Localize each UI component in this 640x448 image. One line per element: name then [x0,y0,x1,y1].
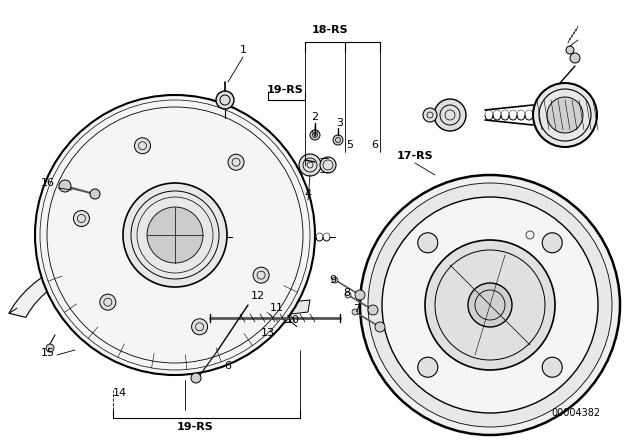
Text: 9: 9 [330,275,337,285]
Circle shape [90,189,100,199]
Circle shape [134,138,150,154]
Circle shape [418,357,438,377]
Circle shape [542,357,562,377]
Text: 17-RS: 17-RS [397,151,433,161]
Circle shape [547,97,583,133]
Circle shape [570,53,580,63]
Text: 8: 8 [344,288,351,298]
Polygon shape [135,140,255,250]
Text: 6: 6 [225,361,232,371]
Text: 5: 5 [346,140,353,150]
Text: 1: 1 [239,45,246,55]
Text: 18-RS: 18-RS [312,25,348,35]
Circle shape [332,277,338,283]
Circle shape [382,197,598,413]
Text: 4: 4 [305,189,312,199]
Polygon shape [244,295,310,318]
Circle shape [228,154,244,170]
Circle shape [468,283,512,327]
Circle shape [253,267,269,283]
Circle shape [423,108,437,122]
Circle shape [320,157,336,173]
Circle shape [100,294,116,310]
Text: 14: 14 [113,388,127,398]
Circle shape [375,322,385,332]
Circle shape [59,180,71,192]
Text: 00004382: 00004382 [551,408,600,418]
Circle shape [425,240,555,370]
Text: 15: 15 [41,348,55,358]
Circle shape [333,135,343,145]
Circle shape [418,233,438,253]
Circle shape [74,211,90,227]
Text: 6: 6 [371,140,378,150]
Text: 12: 12 [251,291,265,301]
Text: 3: 3 [337,118,344,128]
Circle shape [345,292,351,298]
Text: 16: 16 [41,178,55,188]
Circle shape [310,130,320,140]
Text: 19-RS: 19-RS [267,85,303,95]
Polygon shape [9,246,291,325]
Text: 2: 2 [312,112,319,122]
Text: 7: 7 [353,304,360,314]
Circle shape [46,344,54,352]
Circle shape [352,309,358,315]
Text: 10: 10 [286,315,300,325]
Circle shape [35,95,315,375]
Circle shape [368,305,378,315]
Text: 19-RS: 19-RS [177,422,213,432]
Text: 13: 13 [261,328,275,338]
Circle shape [216,91,234,109]
Circle shape [355,290,365,300]
Circle shape [533,83,597,147]
Circle shape [566,46,574,54]
Circle shape [191,373,201,383]
Text: 11: 11 [270,303,284,313]
Circle shape [123,183,227,287]
Circle shape [299,154,321,176]
Circle shape [191,319,207,335]
Circle shape [147,207,203,263]
Circle shape [368,183,612,427]
Circle shape [542,233,562,253]
Circle shape [434,99,466,131]
Circle shape [360,175,620,435]
